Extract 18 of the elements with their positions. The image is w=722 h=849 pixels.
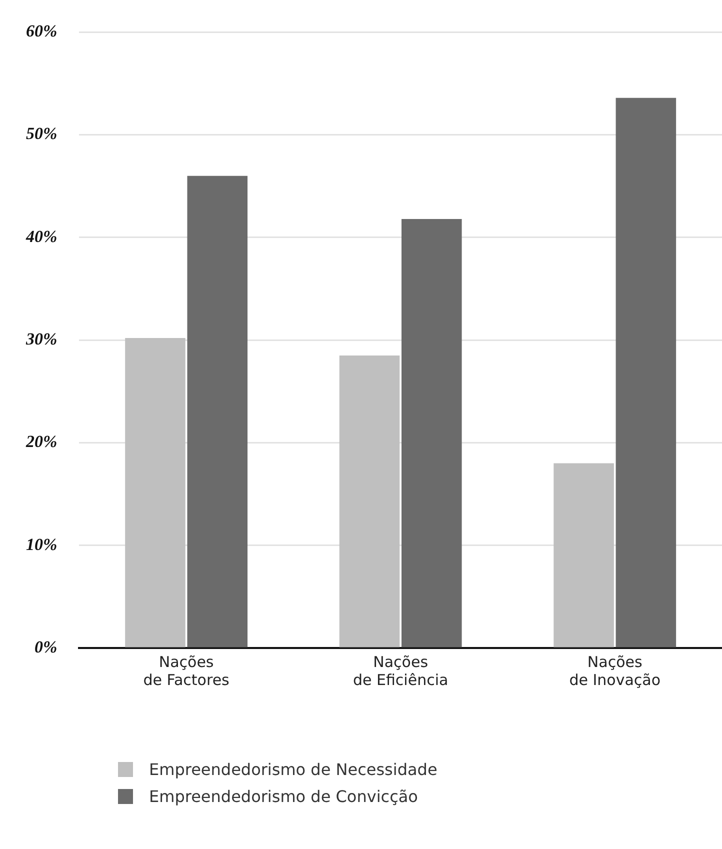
y-tick-label: 0% <box>34 637 58 656</box>
x-tick-label: Nações de Eficiência <box>352 652 448 689</box>
legend-label: Empreendedorismo de Necessidade <box>149 760 438 779</box>
y-tick-label: 30% <box>24 329 58 348</box>
bar <box>402 218 462 648</box>
legend-label: Empreendedorismo de Convicção <box>149 787 418 806</box>
x-tick-label: Nações de Inovação <box>569 652 661 689</box>
bar <box>125 338 186 648</box>
bar <box>616 98 676 648</box>
x-tick-label: Nações de Factores <box>143 652 230 689</box>
y-tick-label: 50% <box>26 124 58 144</box>
bar <box>187 176 248 648</box>
y-tick-label: 10% <box>26 534 58 554</box>
bar <box>554 463 614 648</box>
y-tick-label: 60% <box>26 22 58 41</box>
bar <box>339 355 400 648</box>
y-tick-label: 20% <box>24 432 58 452</box>
y-tick-label: 40% <box>24 226 58 246</box>
